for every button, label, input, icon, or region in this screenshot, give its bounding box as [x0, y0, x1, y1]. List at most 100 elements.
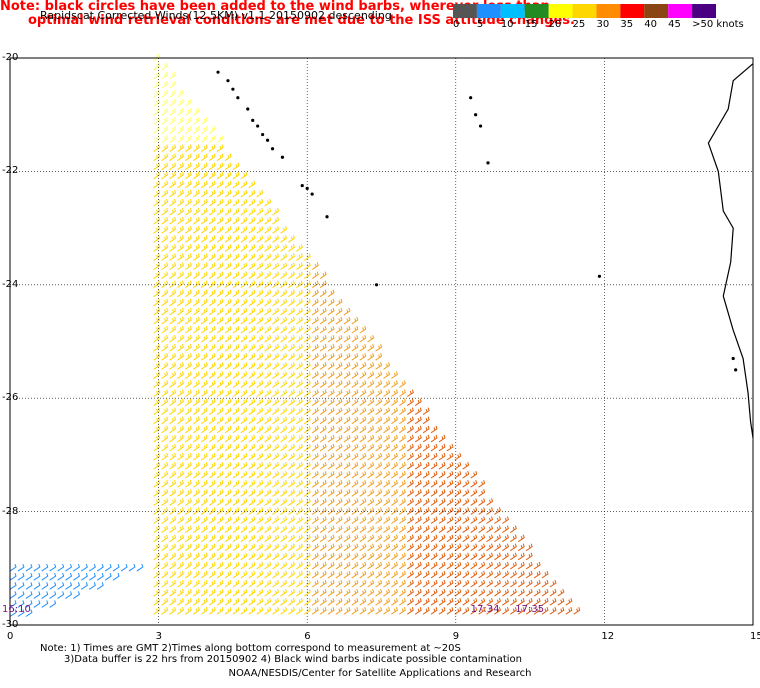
wind-barb	[185, 389, 192, 397]
wind-barb	[272, 498, 280, 506]
wind-barb	[533, 570, 541, 579]
wind-barb	[200, 407, 208, 416]
wind-barb	[343, 461, 351, 470]
wind-barb	[169, 480, 177, 488]
wind-barb	[208, 561, 216, 570]
wind-barb	[359, 579, 367, 588]
wind-barb	[272, 389, 280, 397]
wind-barb	[303, 434, 311, 443]
wind-barb	[407, 489, 414, 497]
wind-barb	[216, 607, 224, 615]
wind-barb	[193, 498, 200, 506]
wind-barb	[319, 362, 327, 370]
wind-barb	[264, 498, 272, 506]
wind-barb	[327, 461, 335, 470]
wind-barb	[185, 108, 192, 116]
wind-barb	[104, 573, 112, 581]
wind-barb	[399, 543, 406, 552]
wind-barb	[153, 480, 161, 488]
wind-barb	[438, 561, 446, 570]
wind-barb	[335, 588, 343, 597]
wind-barb	[494, 561, 501, 570]
colorbar-label: 0	[453, 19, 460, 30]
wind-barb	[248, 480, 256, 488]
wind-barb	[399, 579, 406, 588]
wind-barb	[208, 153, 216, 162]
wind-barb	[454, 570, 462, 579]
wind-barb	[193, 189, 200, 198]
credit-line: NOAA/NESDIS/Center for Satellite Applica…	[228, 668, 532, 679]
wind-barb	[414, 489, 422, 497]
wind-barb	[319, 307, 327, 316]
wind-barb	[256, 307, 264, 316]
wind-barb	[25, 563, 33, 572]
wind-barb	[303, 480, 311, 488]
wind-barb	[177, 607, 184, 615]
wind-barb	[359, 407, 367, 416]
wind-barb	[200, 135, 208, 143]
wind-barb	[216, 452, 224, 461]
wind-barb	[208, 607, 216, 615]
wind-barb	[193, 489, 200, 497]
wind-barb	[208, 425, 216, 434]
colorbar-label: 45	[668, 19, 681, 30]
wind-barb	[264, 262, 272, 270]
y-tick-label: -20	[2, 52, 19, 63]
wind-barb	[335, 398, 343, 407]
wind-barb	[248, 588, 256, 597]
wind-barb	[169, 253, 177, 261]
wind-barb	[351, 598, 359, 606]
wind-barb	[224, 579, 232, 588]
wind-barb	[414, 588, 422, 597]
wind-barb	[193, 226, 200, 234]
wind-barb	[335, 525, 343, 534]
wind-barb	[462, 570, 470, 579]
wind-barb	[288, 507, 295, 515]
wind-barb	[311, 362, 319, 370]
wind-barb	[177, 334, 184, 343]
wind-barb	[169, 135, 177, 143]
wind-barb	[208, 470, 216, 479]
wind-barb	[303, 298, 311, 307]
wind-barb	[264, 371, 272, 379]
wind-barb	[208, 353, 216, 361]
wind-barb	[414, 425, 422, 434]
wind-barb	[391, 534, 398, 543]
wind-barb	[232, 180, 240, 189]
wind-barb	[430, 425, 438, 434]
wind-barb	[280, 498, 288, 506]
wind-barb	[177, 353, 184, 361]
wind-barb	[272, 489, 280, 497]
wind-barb	[208, 298, 216, 307]
wind-barb	[414, 525, 422, 534]
wind-barb	[486, 598, 494, 606]
wind-barb	[208, 216, 216, 225]
wind-barb	[224, 298, 232, 307]
wind-barb	[161, 316, 169, 325]
wind-barb	[311, 543, 319, 552]
wind-barb	[216, 570, 224, 579]
wind-barb	[224, 226, 232, 234]
wind-barb	[169, 607, 177, 615]
wind-barb	[430, 507, 438, 515]
wind-barb	[525, 598, 533, 606]
wind-barb	[351, 371, 359, 379]
wind-barb	[185, 525, 192, 534]
wind-barb	[177, 561, 184, 570]
wind-barb	[177, 570, 184, 579]
wind-barb	[288, 452, 295, 461]
wind-barb	[185, 452, 192, 461]
wind-barb	[359, 480, 367, 488]
wind-barb	[224, 416, 232, 425]
wind-barb	[161, 461, 169, 470]
wind-barb	[359, 598, 367, 606]
wind-barb	[224, 371, 232, 379]
wind-barb	[343, 398, 351, 407]
wind-barb	[256, 226, 264, 234]
wind-barb	[169, 325, 177, 334]
wind-barb	[208, 489, 216, 497]
wind-barb	[232, 334, 240, 343]
wind-barb	[232, 516, 240, 524]
wind-barb	[153, 153, 161, 162]
wind-barb	[383, 598, 391, 606]
